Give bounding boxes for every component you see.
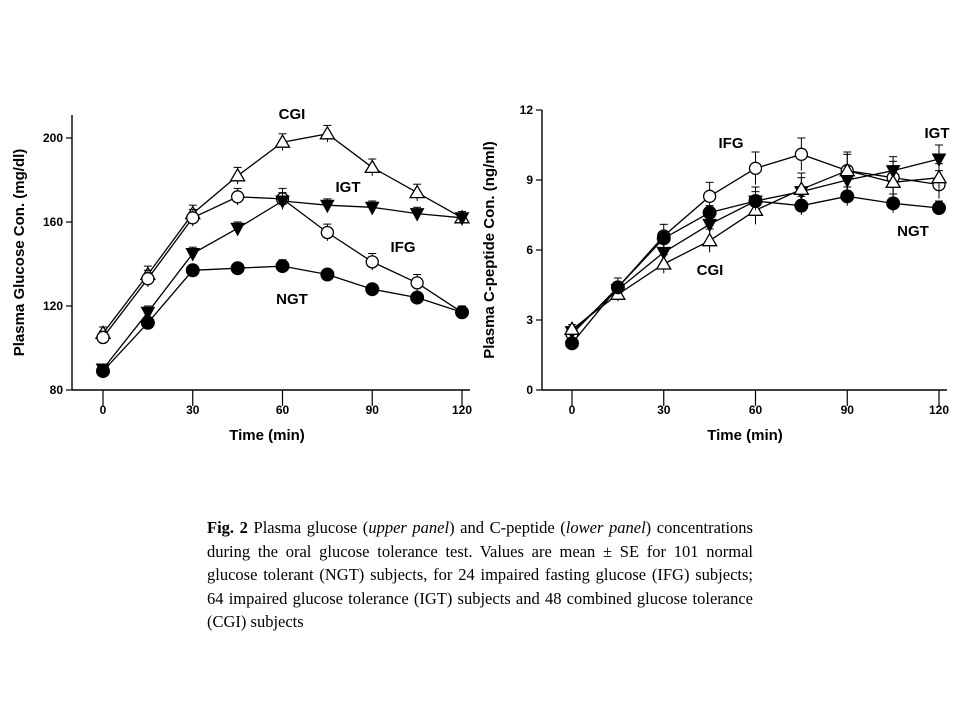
glucose-ngt-point xyxy=(96,364,110,379)
caption-text-3: ) concentrations during the oral glucose… xyxy=(207,518,753,632)
glucose-cgi-point xyxy=(319,125,336,140)
glucose-ifg-point xyxy=(365,255,379,269)
c-peptide-ngt-point xyxy=(610,280,625,295)
glucose-chart: 80 120 160 200 0 30 60 90 120 Time (min) Plasma Gl… xyxy=(11,106,472,444)
glucose-cgi-point xyxy=(408,184,426,199)
glucose-ngt-label: NGT xyxy=(276,291,308,308)
c-peptide-ngt-label: NGT xyxy=(897,223,929,240)
c-peptide-igt-point xyxy=(931,153,947,168)
glucose-igt-label: IGT xyxy=(336,179,361,196)
c-peptide-cgi-point xyxy=(701,232,718,247)
c-peptide-ngt-point xyxy=(794,198,809,213)
glucose-ngt-point xyxy=(140,315,155,330)
glucose-x-tick-label: 30 xyxy=(186,403,200,417)
glucose-igt-point xyxy=(275,195,290,210)
glucose-x-tick-label: 0 xyxy=(100,403,107,417)
glucose-igt-line xyxy=(102,200,463,370)
glucose-ifg-point xyxy=(141,272,155,286)
c-peptide-ngt-point xyxy=(656,231,671,246)
c-peptide-ifg-point xyxy=(748,161,763,175)
c-peptide-cgi-point xyxy=(563,321,581,335)
c-peptide-x-axis-title: Time (min) xyxy=(707,427,783,444)
glucose-igt-point xyxy=(140,306,156,321)
glucose-y-tick-label: 200 xyxy=(43,131,63,145)
glucose-ifg-point xyxy=(186,211,200,225)
glucose-y-tick-label: 160 xyxy=(43,215,63,229)
glucose-igt-point xyxy=(454,212,470,226)
caption-text-2: ) and C-peptide ( xyxy=(449,518,566,537)
c-peptide-y-tick-label: 0 xyxy=(526,383,533,397)
glucose-ngt-line xyxy=(102,265,463,372)
c-peptide-y-axis-title: Plasma C-peptide Con. (ng/ml) xyxy=(481,141,498,359)
glucose-ngt-point xyxy=(230,261,245,276)
c-peptide-igt-line xyxy=(571,158,940,333)
glucose-igt-point xyxy=(364,201,380,216)
c-peptide-ngt-point xyxy=(702,205,717,220)
glucose-ifg-point xyxy=(410,276,424,290)
glucose-y-axis-title: Plasma Glucose Con. (mg/dl) xyxy=(11,149,28,357)
c-peptide-cgi-label: CGI xyxy=(697,262,724,279)
glucose-ngt-series xyxy=(96,259,469,379)
c-peptide-ngt-point xyxy=(840,189,855,204)
c-peptide-cgi-point xyxy=(839,162,856,177)
glucose-igt-point xyxy=(185,248,201,262)
glucose-igt-series xyxy=(95,192,470,378)
glucose-ngt-point xyxy=(320,267,335,282)
glucose-ngt-point xyxy=(410,290,425,305)
c-peptide-x-tick-label: 90 xyxy=(841,403,855,417)
glucose-x-axis-title: Time (min) xyxy=(229,427,305,444)
c-peptide-x-tick-label: 60 xyxy=(749,403,763,417)
c-peptide-y-tick-label: 12 xyxy=(520,103,534,117)
c-peptide-ngt-point xyxy=(886,196,901,211)
glucose-y-tick-label: 80 xyxy=(50,383,64,397)
glucose-ngt-point xyxy=(275,259,290,274)
c-peptide-ngt-point xyxy=(932,201,946,215)
c-peptide-ifg-point xyxy=(794,147,809,161)
c-peptide-ngt-point xyxy=(565,336,579,351)
glucose-igt-point xyxy=(230,222,245,237)
glucose-ngt-point xyxy=(455,305,469,320)
c-peptide-ifg-point xyxy=(702,189,717,203)
glucose-ngt-point xyxy=(185,263,200,278)
glucose-ifg-point xyxy=(230,190,245,204)
c-peptide-x-tick-label: 120 xyxy=(929,403,949,417)
glucose-cgi-point xyxy=(229,167,246,182)
c-peptide-igt-point xyxy=(656,246,672,261)
c-peptide-cgi-point xyxy=(793,181,810,195)
figure-caption: Fig. 2 Plasma glucose (upper panel) and … xyxy=(207,516,753,634)
glucose-ifg-point xyxy=(96,330,110,345)
glucose-x-tick-label: 120 xyxy=(452,403,472,417)
c-peptide-y-tick-label: 6 xyxy=(526,243,533,257)
glucose-cgi-label: CGI xyxy=(279,106,306,123)
c-peptide-cgi-point xyxy=(884,174,902,188)
c-peptide-cgi-point xyxy=(930,169,948,184)
glucose-igt-point xyxy=(320,199,335,214)
glucose-ngt-point xyxy=(365,282,380,297)
figure-label: Fig. 2 xyxy=(207,518,248,537)
c-peptide-igt-label: IGT xyxy=(925,125,950,142)
glucose-y-tick-label: 120 xyxy=(43,299,63,313)
caption-lower-panel: lower panel xyxy=(565,518,646,537)
c-peptide-ngt-series xyxy=(565,186,946,351)
c-peptide-x-tick-label: 0 xyxy=(569,403,576,417)
glucose-cgi-point xyxy=(364,159,381,174)
c-peptide-ifg-label: IFG xyxy=(719,135,744,152)
c-peptide-x-tick-label: 30 xyxy=(657,403,671,417)
glucose-ifg-point xyxy=(320,225,335,240)
glucose-igt-point xyxy=(409,208,425,222)
glucose-cgi-point xyxy=(274,133,291,148)
caption-text-1: Plasma glucose ( xyxy=(247,518,369,537)
c-peptide-y-tick-label: 3 xyxy=(526,313,533,327)
glucose-x-tick-label: 90 xyxy=(366,403,380,417)
glucose-ifg-label: IFG xyxy=(391,239,416,256)
glucose-x-tick-label: 60 xyxy=(276,403,290,417)
c-peptide-y-tick-label: 9 xyxy=(526,173,533,187)
c-peptide-cgi-point xyxy=(655,255,672,270)
caption-upper-panel: upper panel xyxy=(368,518,450,537)
c-peptide-ngt-point xyxy=(748,194,763,208)
